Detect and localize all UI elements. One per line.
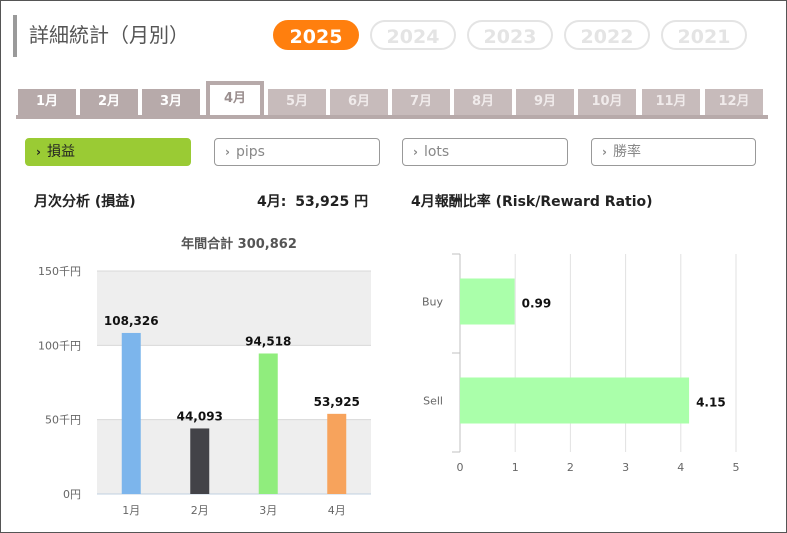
plot-band <box>97 419 371 494</box>
bar <box>121 332 141 494</box>
plot-band <box>97 271 371 346</box>
current-month-value: 53,925 円 <box>295 194 369 210</box>
metric-label: 損益 <box>46 144 75 160</box>
month-tab-9[interactable]: 9月 <box>516 89 574 115</box>
year-tabs: 2025 2024 2023 2022 2021 <box>273 20 747 50</box>
metric-button-pips[interactable]: › pips <box>214 138 380 166</box>
current-month-label: 4月: <box>257 194 287 210</box>
x-tick-label: 4月 <box>328 504 346 517</box>
chart-title: 年間合計 300,862 <box>181 236 297 252</box>
month-tab-2[interactable]: 2月 <box>80 89 138 115</box>
metric-button-pnl[interactable]: › 損益 <box>25 138 191 166</box>
x-tick-label: 0 <box>457 461 464 474</box>
year-tab-2021[interactable]: 2021 <box>661 20 747 50</box>
month-tab-5[interactable]: 5月 <box>268 89 326 115</box>
metric-button-winrate[interactable]: › 勝率 <box>591 138 756 166</box>
month-tab-7[interactable]: 7月 <box>392 89 450 115</box>
metric-label: lots <box>423 144 450 160</box>
y-tick-label: 150千円 <box>38 265 81 278</box>
metric-label: 勝率 <box>612 144 641 160</box>
month-tabs: 1月 2月 3月 4月 5月 6月 7月 8月 9月 10月 11月 12月 <box>16 81 768 119</box>
x-tick-label: 2 <box>567 461 574 474</box>
metric-label: pips <box>235 144 265 160</box>
risk-reward-chart: 0 1 2 3 4 5 0.99 Buy 4.15 Sell <box>422 253 740 474</box>
data-label: 53,925 <box>314 395 360 409</box>
page-title: 詳細統計（月別） <box>13 15 189 57</box>
year-tab-2024[interactable]: 2024 <box>370 20 456 50</box>
chevron-right-icon: › <box>36 145 41 159</box>
month-tab-3[interactable]: 3月 <box>142 89 200 115</box>
x-tick-label: 4 <box>677 461 684 474</box>
current-month-summary: 4月: 53,925 円 <box>257 191 368 211</box>
month-tab-11[interactable]: 11月 <box>642 89 700 115</box>
metric-button-lots[interactable]: › lots <box>402 138 568 166</box>
month-tab-12[interactable]: 12月 <box>705 89 763 115</box>
chevron-right-icon: › <box>225 145 230 159</box>
x-tick-label: 1月 <box>122 504 140 517</box>
x-tick-label: 1 <box>512 461 519 474</box>
data-label: 94,518 <box>245 334 291 348</box>
bar <box>258 353 278 494</box>
monthly-analysis-heading: 月次分析 (損益) <box>34 194 136 210</box>
data-label: 0.99 <box>522 297 552 311</box>
y-tick-label: 50千円 <box>45 414 81 427</box>
bar <box>190 428 210 494</box>
rr-ratio-heading: 4月報酬比率 (Risk/Reward Ratio) <box>411 194 653 210</box>
month-tab-1[interactable]: 1月 <box>18 89 76 115</box>
data-label: 4.15 <box>696 396 726 410</box>
month-tab-10[interactable]: 10月 <box>578 89 636 115</box>
y-tick-label: 100千円 <box>38 339 81 352</box>
chevron-right-icon: › <box>413 145 418 159</box>
month-tab-8[interactable]: 8月 <box>454 89 512 115</box>
y-tick-label: Sell <box>423 395 443 408</box>
y-tick-label: Buy <box>422 296 444 309</box>
bar <box>460 278 515 325</box>
x-tick-label: 2月 <box>191 504 209 517</box>
monthly-pnl-chart: 年間合計 300,862 0円 50千円 100千円 150千円 108,326 1月 44,… <box>38 236 371 517</box>
data-label: 44,093 <box>177 409 223 423</box>
year-tab-2023[interactable]: 2023 <box>467 20 553 50</box>
bar <box>460 377 690 424</box>
bar <box>327 413 347 494</box>
data-label: 108,326 <box>104 314 159 328</box>
y-tick-label: 0円 <box>63 488 81 501</box>
x-tick-label: 3月 <box>259 504 277 517</box>
plot-band <box>97 345 371 420</box>
year-tab-2025[interactable]: 2025 <box>273 20 359 50</box>
chevron-right-icon: › <box>602 145 607 159</box>
month-tab-4[interactable]: 4月 <box>206 81 264 115</box>
x-tick-label: 3 <box>622 461 629 474</box>
month-tab-6[interactable]: 6月 <box>330 89 388 115</box>
x-tick-label: 5 <box>733 461 740 474</box>
year-tab-2022[interactable]: 2022 <box>564 20 650 50</box>
